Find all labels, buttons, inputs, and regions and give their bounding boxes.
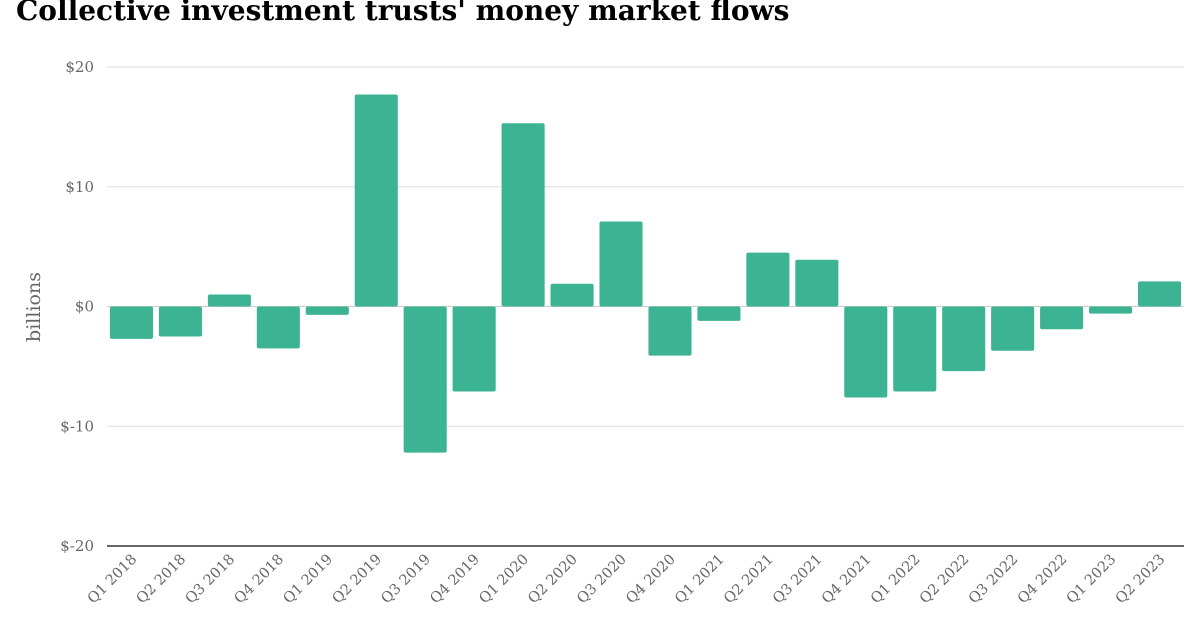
x-tick-label: Q3 2021 bbox=[770, 552, 826, 608]
x-tick-label: Q1 2022 bbox=[868, 552, 924, 608]
chart-title: Collective investment trusts' money mark… bbox=[16, 0, 790, 27]
x-tick-label: Q2 2021 bbox=[721, 552, 777, 608]
y-axis-title: billions bbox=[23, 272, 45, 342]
y-tick-label: $-20 bbox=[60, 537, 94, 555]
bar bbox=[158, 306, 202, 337]
bar bbox=[648, 306, 692, 356]
x-tick-label: Q1 2021 bbox=[672, 552, 728, 608]
x-tick-label: Q3 2022 bbox=[966, 552, 1022, 608]
x-tick-label: Q2 2018 bbox=[134, 552, 190, 608]
bar bbox=[1089, 306, 1133, 314]
x-tick-label: Q2 2019 bbox=[329, 552, 385, 608]
bar bbox=[550, 283, 594, 307]
x-tick-label: Q2 2023 bbox=[1113, 552, 1169, 608]
bar bbox=[844, 306, 888, 398]
x-tick-label: Q3 2020 bbox=[574, 552, 630, 608]
bar bbox=[256, 306, 300, 349]
bar bbox=[991, 306, 1035, 351]
bar bbox=[697, 306, 741, 321]
y-tick-label: $0 bbox=[75, 298, 94, 316]
gridlines bbox=[107, 66, 1184, 427]
bar bbox=[795, 259, 839, 307]
bar bbox=[942, 306, 986, 372]
bar bbox=[501, 123, 545, 307]
x-tick-label: Q1 2020 bbox=[476, 552, 532, 608]
x-tick-label: Q4 2022 bbox=[1015, 552, 1071, 608]
bar bbox=[403, 306, 447, 453]
bar bbox=[746, 252, 790, 307]
x-tick-label: Q1 2023 bbox=[1064, 552, 1120, 608]
y-tick-label: $10 bbox=[65, 178, 94, 196]
x-tick-label: Q2 2020 bbox=[525, 552, 581, 608]
y-tick-label: $20 bbox=[65, 58, 94, 76]
x-tick-label: Q1 2018 bbox=[85, 552, 141, 608]
x-tick-label: Q2 2022 bbox=[917, 552, 973, 608]
x-tick-label: Q3 2019 bbox=[378, 552, 434, 608]
bar bbox=[599, 221, 643, 307]
y-tick-label: $-10 bbox=[60, 417, 94, 435]
bar bbox=[1040, 306, 1084, 330]
x-tick-label: Q4 2018 bbox=[232, 552, 288, 608]
bar bbox=[354, 94, 398, 307]
x-tick-label: Q4 2021 bbox=[819, 552, 875, 608]
bar bbox=[207, 294, 251, 307]
x-tick-label: Q1 2019 bbox=[281, 552, 337, 608]
x-tick-label: Q3 2018 bbox=[183, 552, 239, 608]
bar bbox=[452, 306, 496, 392]
bar bbox=[109, 306, 154, 339]
bars bbox=[109, 94, 1182, 453]
x-tick-label: Q4 2019 bbox=[427, 552, 483, 608]
bar bbox=[305, 306, 349, 315]
x-tick-label: Q4 2020 bbox=[623, 552, 679, 608]
bar bbox=[893, 306, 937, 392]
bar bbox=[1137, 281, 1182, 307]
